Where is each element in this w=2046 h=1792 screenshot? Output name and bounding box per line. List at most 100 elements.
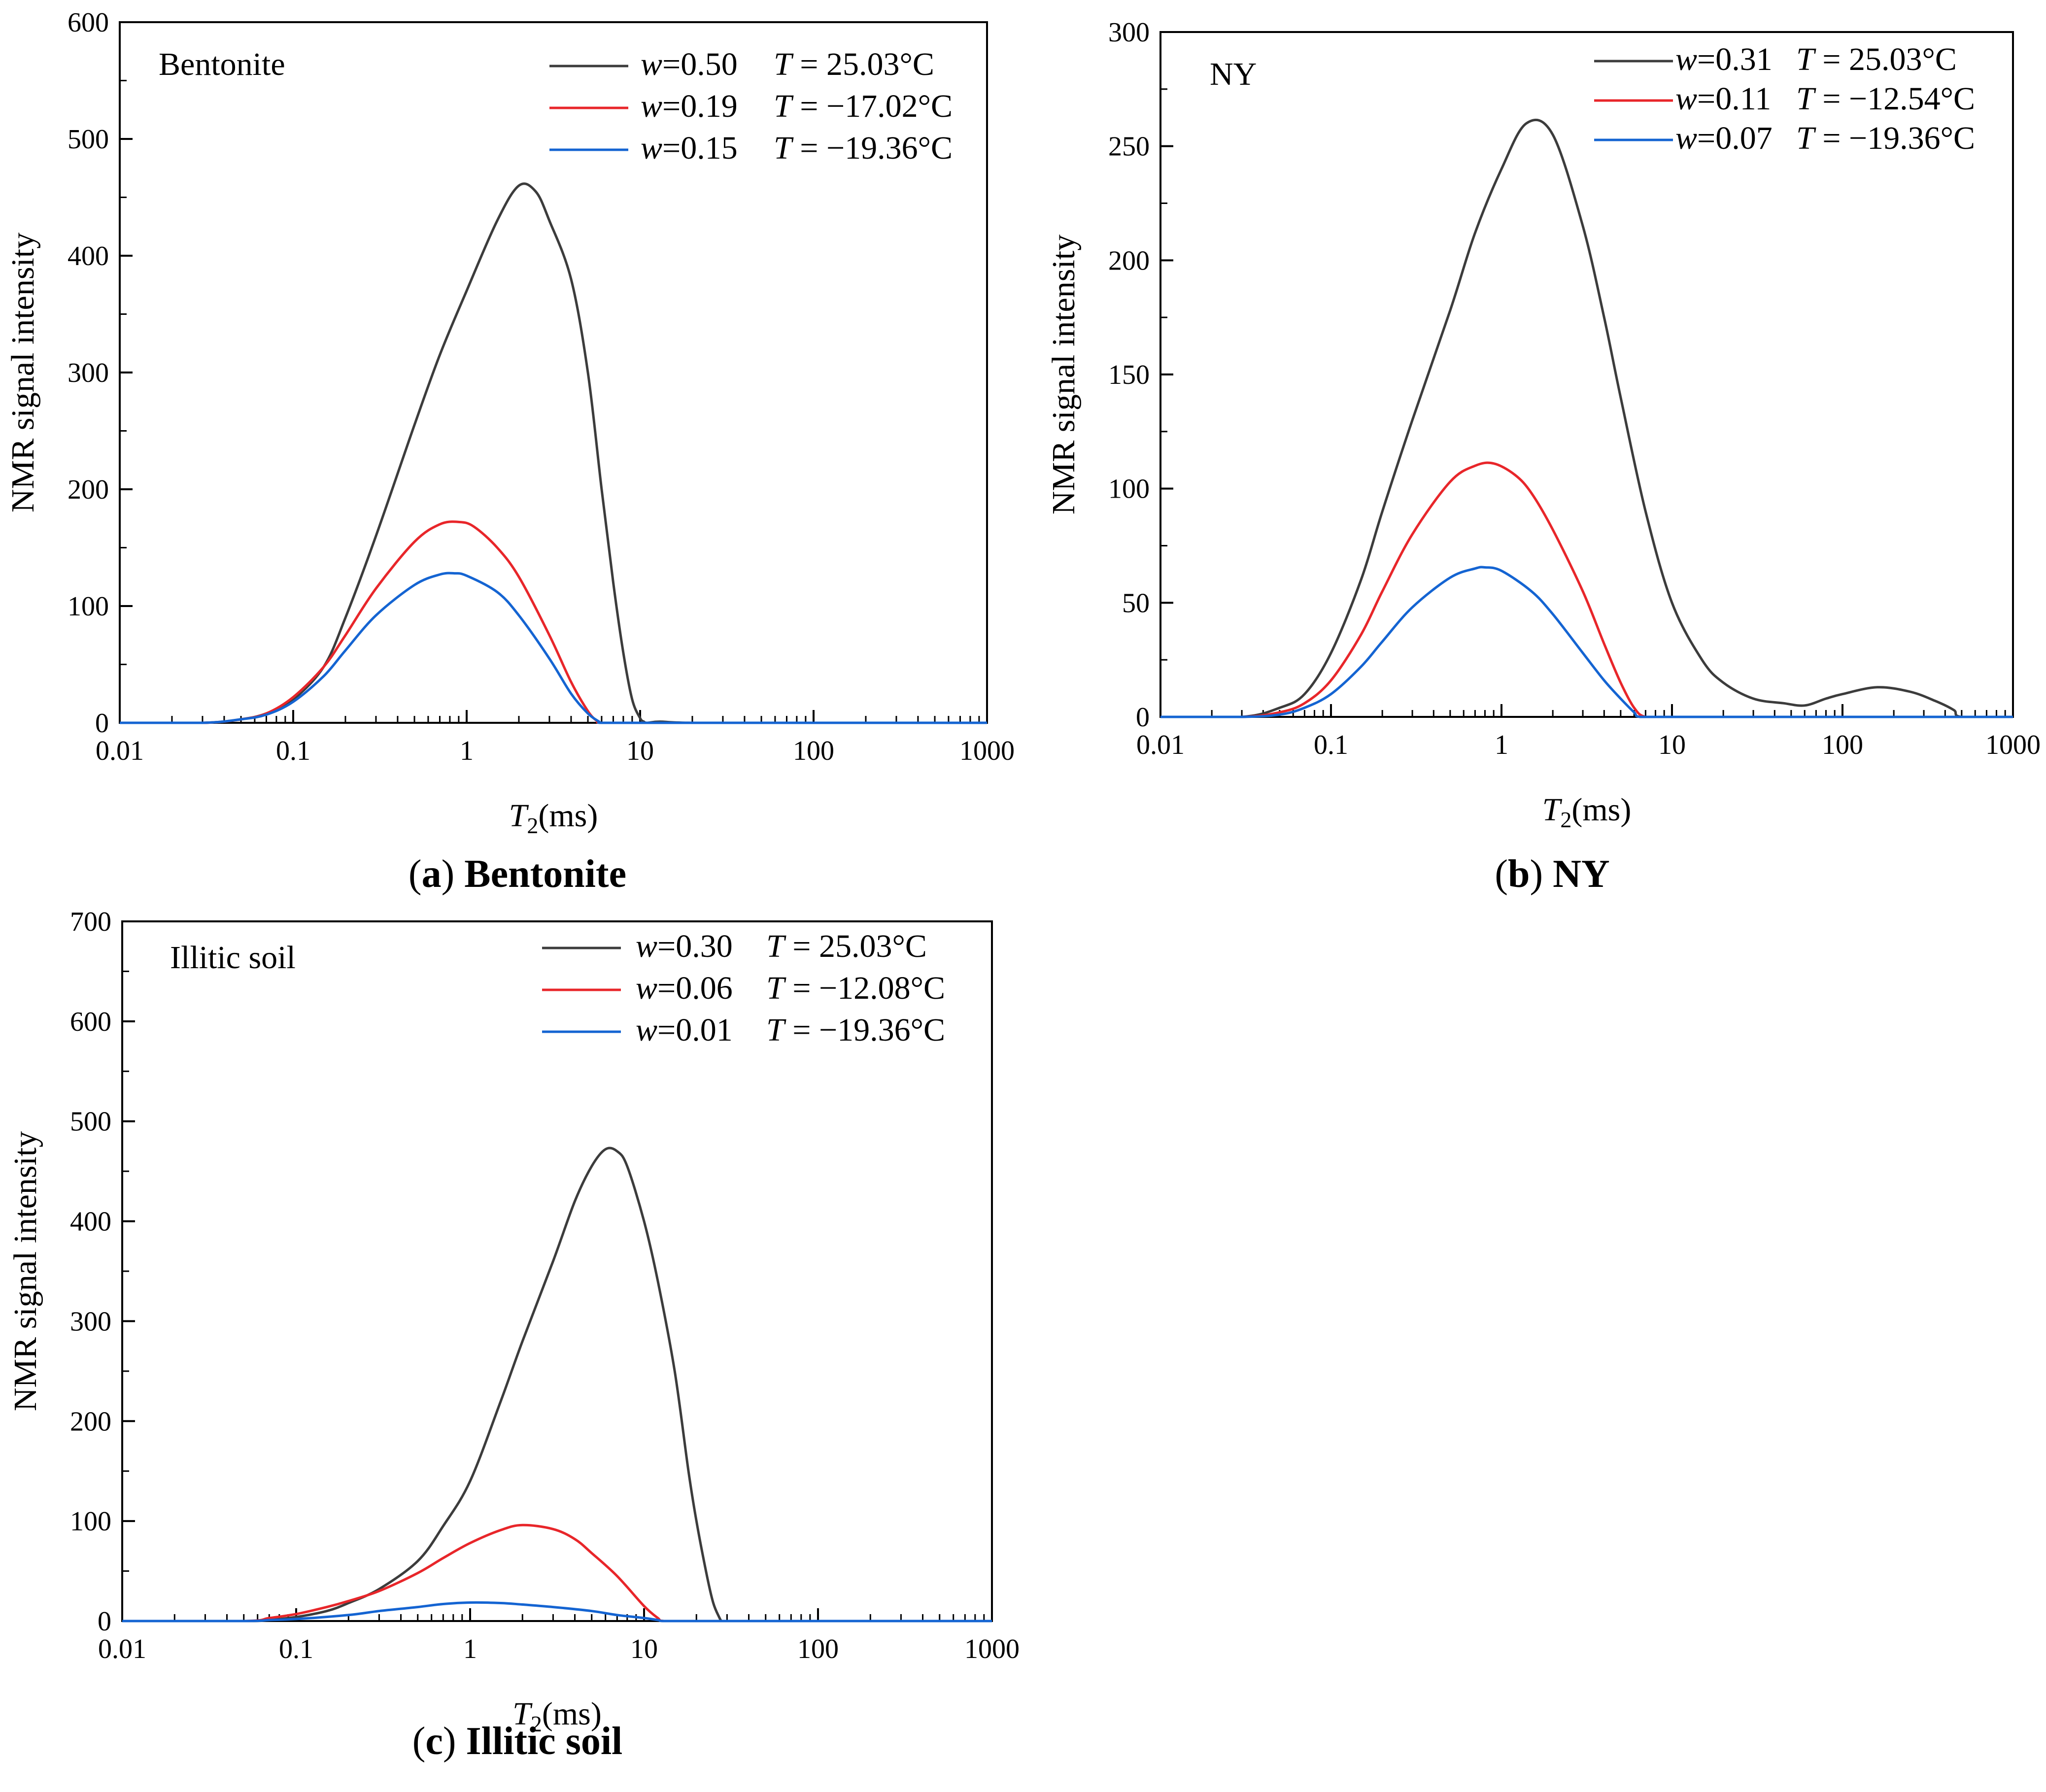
x-axis-subscript: 2 bbox=[1560, 807, 1571, 832]
y-tick-label: 600 bbox=[70, 1007, 111, 1037]
series-line-red bbox=[120, 520, 987, 724]
chart-panel-a: 0.01 0.1 1 10 100 1000 0 100 200 300 400 500 600 NMR … bbox=[5, 7, 1015, 896]
legend-w-symbol: w bbox=[1675, 81, 1697, 117]
y-tick-label: 700 bbox=[70, 907, 111, 937]
y-tick-label: 250 bbox=[1108, 132, 1150, 162]
legend-t-value: = −19.36°C bbox=[792, 130, 953, 166]
series-line-blue bbox=[1160, 566, 2013, 718]
legend-w-value: =0.07 bbox=[1697, 120, 1773, 156]
y-axis-title: NMR signal intensity bbox=[5, 233, 41, 512]
series-line-black bbox=[1160, 118, 2013, 718]
legend-t-value: = −19.36°C bbox=[1814, 120, 1975, 156]
x-axis-subscript: 2 bbox=[527, 813, 538, 838]
legend-t-symbol: T bbox=[1796, 120, 1816, 156]
legend-t-red: T = −12.54°C bbox=[1796, 81, 1975, 117]
legend-t-symbol: T bbox=[1796, 81, 1816, 117]
y-tick-label: 400 bbox=[70, 1207, 111, 1237]
legend-t-black: T = 25.03°C bbox=[1796, 41, 1957, 77]
legend-w-red: w=0.06 bbox=[636, 970, 733, 1006]
y-tick-label: 300 bbox=[70, 1306, 111, 1337]
legend-w-value: =0.06 bbox=[657, 970, 733, 1006]
legend-t-black: T = 25.03°C bbox=[766, 928, 927, 964]
caption-letter-close: ) bbox=[443, 1720, 466, 1763]
sample-label: Illitic soil bbox=[170, 940, 296, 976]
x-tick-label: 100 bbox=[793, 736, 834, 766]
legend-w-blue: w=0.07 bbox=[1675, 120, 1773, 156]
legend-t-value: = 25.03°C bbox=[784, 928, 927, 964]
legend-t-value: = 25.03°C bbox=[1814, 41, 1957, 77]
y-tick-label: 500 bbox=[68, 124, 109, 155]
caption-letter: ( bbox=[1495, 852, 1508, 896]
legend-w-blue: w=0.15 bbox=[641, 130, 738, 166]
legend-w-black: w=0.30 bbox=[636, 928, 733, 964]
x-axis-title: T2(ms) bbox=[509, 798, 598, 838]
x-tick-label: 1 bbox=[1495, 730, 1508, 760]
legend-w-symbol: w bbox=[636, 970, 657, 1006]
legend-t-red: T = −17.02°C bbox=[774, 88, 953, 124]
x-tick-label: 0.01 bbox=[1136, 730, 1185, 760]
y-tick-label: 100 bbox=[70, 1506, 111, 1537]
legend-w-value: =0.30 bbox=[657, 928, 733, 964]
legend-t-value: = −12.08°C bbox=[784, 970, 945, 1006]
legend-t-symbol: T bbox=[774, 88, 794, 124]
y-tick-label: 0 bbox=[95, 708, 109, 739]
caption-letter-close: ) bbox=[1530, 852, 1553, 896]
legend-t-symbol: T bbox=[774, 130, 794, 166]
legend-t-black: T = 25.03°C bbox=[774, 46, 934, 82]
x-tick-label: 100 bbox=[797, 1634, 839, 1664]
legend-w-symbol: w bbox=[1675, 41, 1697, 77]
legend-w-value: =0.01 bbox=[657, 1012, 733, 1048]
series-line-black bbox=[122, 1147, 992, 1623]
legend-w-value: =0.15 bbox=[662, 130, 738, 166]
x-tick-label: 10 bbox=[1658, 730, 1686, 760]
series-line-red bbox=[1160, 461, 2013, 718]
legend-t-value: = −12.54°C bbox=[1814, 81, 1975, 117]
legend-w-black: w=0.50 bbox=[641, 46, 738, 82]
panel-caption: (c) Illitic soil bbox=[412, 1720, 623, 1763]
legend-w-symbol: w bbox=[641, 88, 662, 124]
legend-w-value: =0.50 bbox=[662, 46, 738, 82]
y-tick-label: 200 bbox=[70, 1406, 111, 1437]
caption-letter-bold: a bbox=[422, 852, 442, 896]
legend-w-symbol: w bbox=[636, 928, 657, 964]
x-axis-symbol: T bbox=[509, 798, 529, 834]
legend-w-blue: w=0.01 bbox=[636, 1012, 733, 1048]
y-tick-label: 400 bbox=[68, 241, 109, 271]
legend-t-blue: T = −19.36°C bbox=[774, 130, 953, 166]
legend-w-symbol: w bbox=[1675, 120, 1697, 156]
x-tick-label: 0.1 bbox=[276, 736, 310, 766]
y-tick-label: 200 bbox=[68, 474, 109, 505]
legend-t-value: = 25.03°C bbox=[792, 46, 934, 82]
caption-name: Bentonite bbox=[464, 852, 626, 896]
legend-t-blue: T = −19.36°C bbox=[766, 1012, 945, 1048]
caption-name: NY bbox=[1553, 852, 1610, 896]
legend-t-value: = −17.02°C bbox=[792, 88, 953, 124]
x-axis-symbol: T bbox=[512, 1696, 533, 1732]
caption-letter: ( bbox=[409, 852, 422, 896]
chart-panel-b: 0.01 0.1 1 10 100 1000 0 50 100 150 200 250 300 NMR s… bbox=[1046, 17, 2041, 896]
y-tick-label: 200 bbox=[1108, 245, 1150, 276]
sample-label: NY bbox=[1210, 56, 1257, 92]
y-tick-label: 500 bbox=[70, 1107, 111, 1137]
y-tick-label: 100 bbox=[68, 591, 109, 622]
legend-t-symbol: T bbox=[1796, 41, 1816, 77]
y-axis-title: NMR signal intensity bbox=[1046, 235, 1082, 514]
legend-w-red: w=0.11 bbox=[1675, 81, 1771, 117]
legend-w-symbol: w bbox=[641, 46, 662, 82]
y-tick-label: 150 bbox=[1108, 360, 1150, 390]
caption-letter-bold: b bbox=[1508, 852, 1530, 896]
y-tick-label: 100 bbox=[1108, 474, 1150, 505]
legend-t-symbol: T bbox=[766, 970, 786, 1006]
x-tick-label: 1 bbox=[463, 1634, 477, 1664]
x-tick-label: 1000 bbox=[959, 736, 1015, 766]
legend-t-value: = −19.36°C bbox=[784, 1012, 945, 1048]
x-tick-label: 1 bbox=[460, 736, 474, 766]
x-tick-label: 10 bbox=[630, 1634, 658, 1664]
caption-letter-bold: c bbox=[425, 1720, 443, 1763]
y-tick-label: 300 bbox=[1108, 17, 1150, 48]
y-tick-label: 600 bbox=[68, 7, 109, 38]
panel-caption: (b) NY bbox=[1495, 852, 1609, 896]
series-line-blue bbox=[122, 1601, 992, 1623]
x-axis-symbol: T bbox=[1542, 792, 1563, 828]
